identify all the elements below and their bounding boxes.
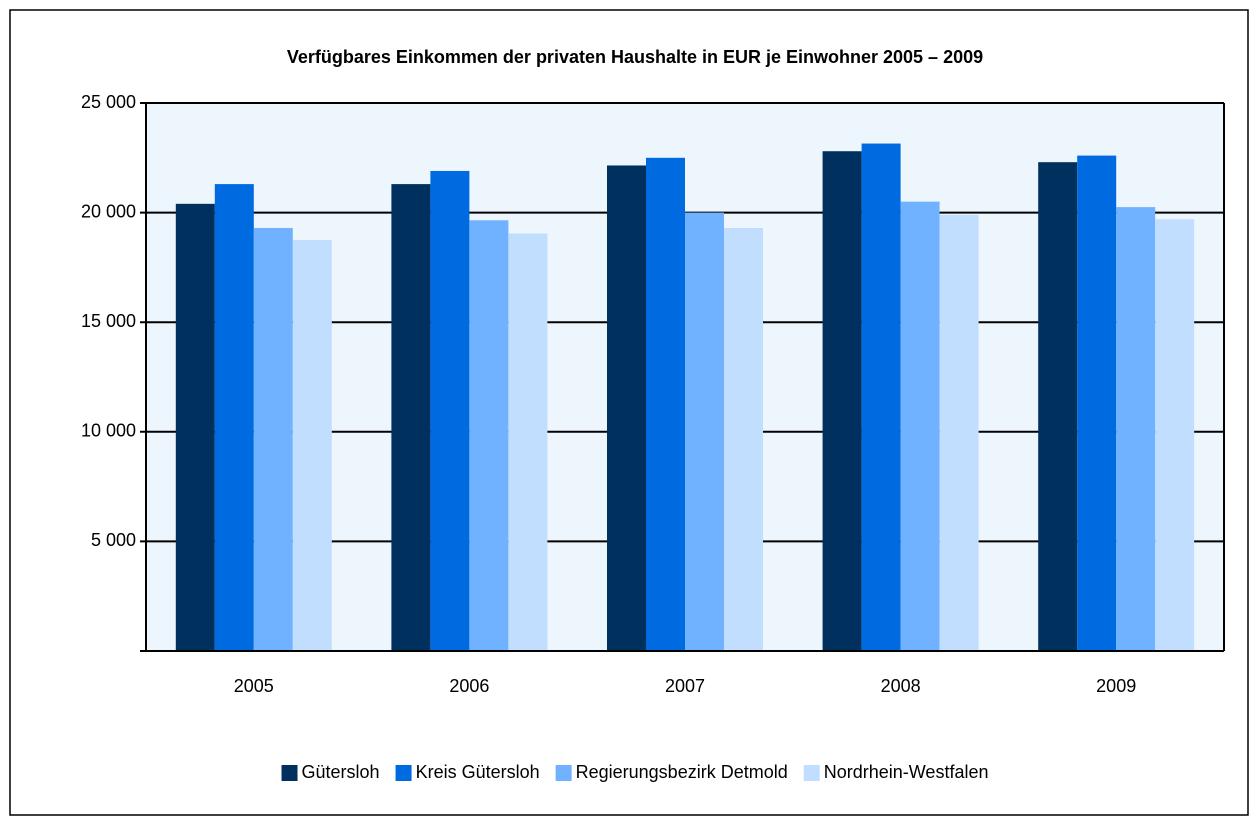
legend-swatch [803,765,820,781]
y-tick-label: 25 000 [81,92,136,112]
bar [822,151,862,651]
x-tick-label: 2009 [1096,676,1136,696]
legend-label: Gütersloh [302,762,380,782]
bar [508,233,548,651]
bar [391,184,431,651]
bar [939,214,979,652]
bar [469,220,509,651]
y-tick-label: 20 000 [81,201,136,221]
legend-label: Kreis Gütersloh [416,762,540,782]
bar [1038,162,1078,651]
legend-swatch [555,765,572,781]
x-tick-label: 2008 [881,676,921,696]
legend-label: Nordrhein-Westfalen [824,762,989,782]
x-tick-label: 2006 [449,676,489,696]
bar [430,170,470,651]
bar [214,184,254,651]
legend-label: Regierungsbezirk Detmold [576,762,788,782]
chart-title: Verfügbares Einkommen der privaten Haush… [287,47,983,67]
y-tick-label: 5 000 [91,530,136,550]
bar [253,227,293,651]
bar [724,227,763,651]
x-tick-label: 2005 [234,676,274,696]
bar [646,157,685,652]
y-tick-label: 15 000 [81,311,136,331]
bar [292,240,332,651]
bar [1116,207,1156,651]
y-tick-label: 10 000 [81,421,136,441]
bar [1077,155,1117,651]
legend-swatch [395,765,412,781]
bar [175,203,215,651]
bar [607,165,646,652]
legend-swatch [281,765,298,781]
bar [1155,219,1195,651]
bar [900,201,940,651]
bar [861,143,901,651]
bar [685,212,724,651]
x-tick-label: 2007 [665,676,705,696]
